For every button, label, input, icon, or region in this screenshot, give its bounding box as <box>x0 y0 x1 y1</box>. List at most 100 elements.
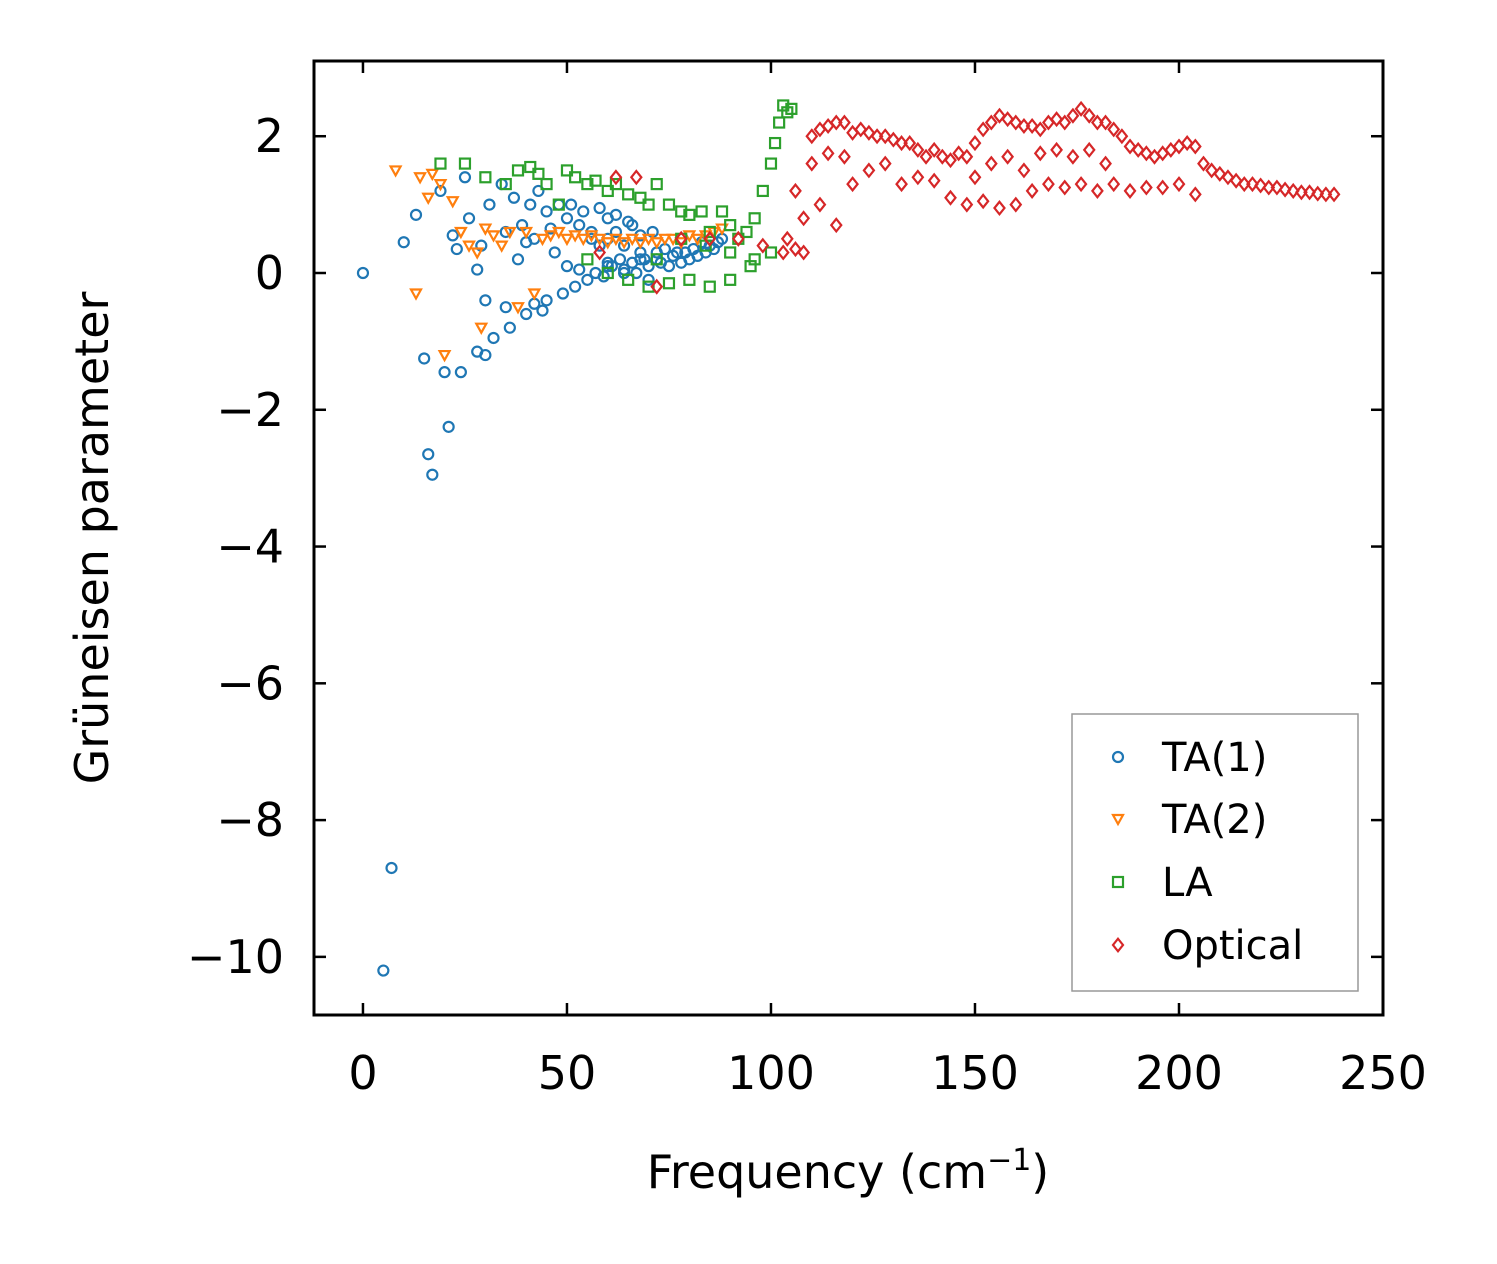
y-tick-label: 2 <box>255 109 284 163</box>
data-point <box>813 196 827 213</box>
data-point <box>1188 138 1202 155</box>
data-point <box>662 198 676 211</box>
data-point <box>1303 184 1316 201</box>
data-point <box>511 302 525 315</box>
legend: TA(1) TA(2) LA Optical <box>1071 713 1359 992</box>
series-optical <box>593 100 1341 295</box>
data-point <box>662 277 676 290</box>
data-point <box>1139 179 1153 196</box>
data-point <box>1033 121 1047 138</box>
data-point <box>581 177 594 191</box>
data-point <box>740 225 753 239</box>
data-point <box>1033 145 1047 162</box>
data-point <box>1050 111 1063 128</box>
data-point <box>903 135 917 152</box>
data-point <box>458 157 472 170</box>
data-point <box>437 349 452 363</box>
data-point <box>1025 117 1039 134</box>
data-point <box>1327 186 1341 203</box>
data-point <box>593 201 606 215</box>
data-point <box>551 226 566 240</box>
data-point <box>474 322 489 335</box>
data-point <box>846 176 859 193</box>
data-point <box>976 193 990 210</box>
x-tick-label: 100 <box>727 1046 815 1100</box>
data-point <box>968 135 982 152</box>
data-point <box>576 233 591 247</box>
legend-label: TA(2) <box>1161 797 1267 843</box>
data-point <box>671 246 684 259</box>
data-point <box>633 237 648 250</box>
data-point <box>748 253 761 266</box>
data-point <box>569 280 582 293</box>
data-point <box>629 169 643 186</box>
series-la <box>434 99 798 293</box>
data-point <box>1294 184 1308 201</box>
data-point <box>560 260 574 273</box>
x-tick-label: 200 <box>1135 1046 1223 1100</box>
data-point <box>649 237 664 250</box>
data-point <box>1107 121 1121 138</box>
data-point <box>662 260 676 273</box>
data-point <box>1180 135 1194 152</box>
data-point <box>548 246 561 259</box>
data-point <box>780 230 794 247</box>
data-point <box>626 219 639 232</box>
data-point <box>535 233 550 247</box>
data-point <box>703 230 717 247</box>
data-point <box>703 225 716 239</box>
data-point <box>1099 155 1112 172</box>
data-point <box>748 212 761 225</box>
data-point <box>1009 114 1023 131</box>
data-point <box>425 168 440 182</box>
data-point <box>527 288 542 301</box>
legend-marker <box>1111 813 1125 827</box>
legend-entry: TA(1) <box>1111 735 1267 781</box>
data-point <box>536 304 549 317</box>
data-point <box>1286 182 1300 199</box>
data-point <box>993 200 1006 217</box>
data-point <box>1123 138 1137 155</box>
data-point <box>1254 177 1268 194</box>
x-tick-label: 150 <box>931 1046 1019 1100</box>
data-point <box>821 145 835 162</box>
data-point <box>543 230 558 243</box>
data-point <box>703 280 716 293</box>
data-point <box>511 164 525 177</box>
data-point <box>502 226 517 240</box>
data-point <box>878 128 892 145</box>
data-point <box>1082 141 1096 158</box>
data-point <box>445 196 460 209</box>
legend-label: Optical <box>1162 923 1303 969</box>
data-point <box>462 212 476 225</box>
x-tick-label: 0 <box>348 1046 377 1100</box>
data-point <box>634 253 647 266</box>
data-point <box>609 225 623 239</box>
data-point <box>483 198 496 211</box>
data-point <box>601 266 614 280</box>
data-point <box>511 253 525 266</box>
data-point <box>609 208 623 221</box>
data-point <box>462 240 476 253</box>
data-point <box>919 148 933 165</box>
data-point <box>789 182 802 199</box>
data-point <box>642 260 655 273</box>
data-point <box>426 468 439 481</box>
data-point <box>768 136 782 150</box>
data-point <box>622 273 635 286</box>
data-point <box>454 366 467 379</box>
data-point <box>1058 114 1072 131</box>
data-point <box>1311 185 1325 202</box>
data-point <box>1074 100 1088 117</box>
plot-frame <box>312 59 1385 1017</box>
data-point <box>1074 176 1088 193</box>
data-point <box>764 246 778 259</box>
data-point <box>764 157 778 170</box>
data-point <box>1082 107 1096 124</box>
data-point <box>377 964 390 977</box>
data-point <box>829 114 843 131</box>
data-point <box>577 205 590 218</box>
data-point <box>838 148 851 165</box>
data-point <box>434 157 447 170</box>
